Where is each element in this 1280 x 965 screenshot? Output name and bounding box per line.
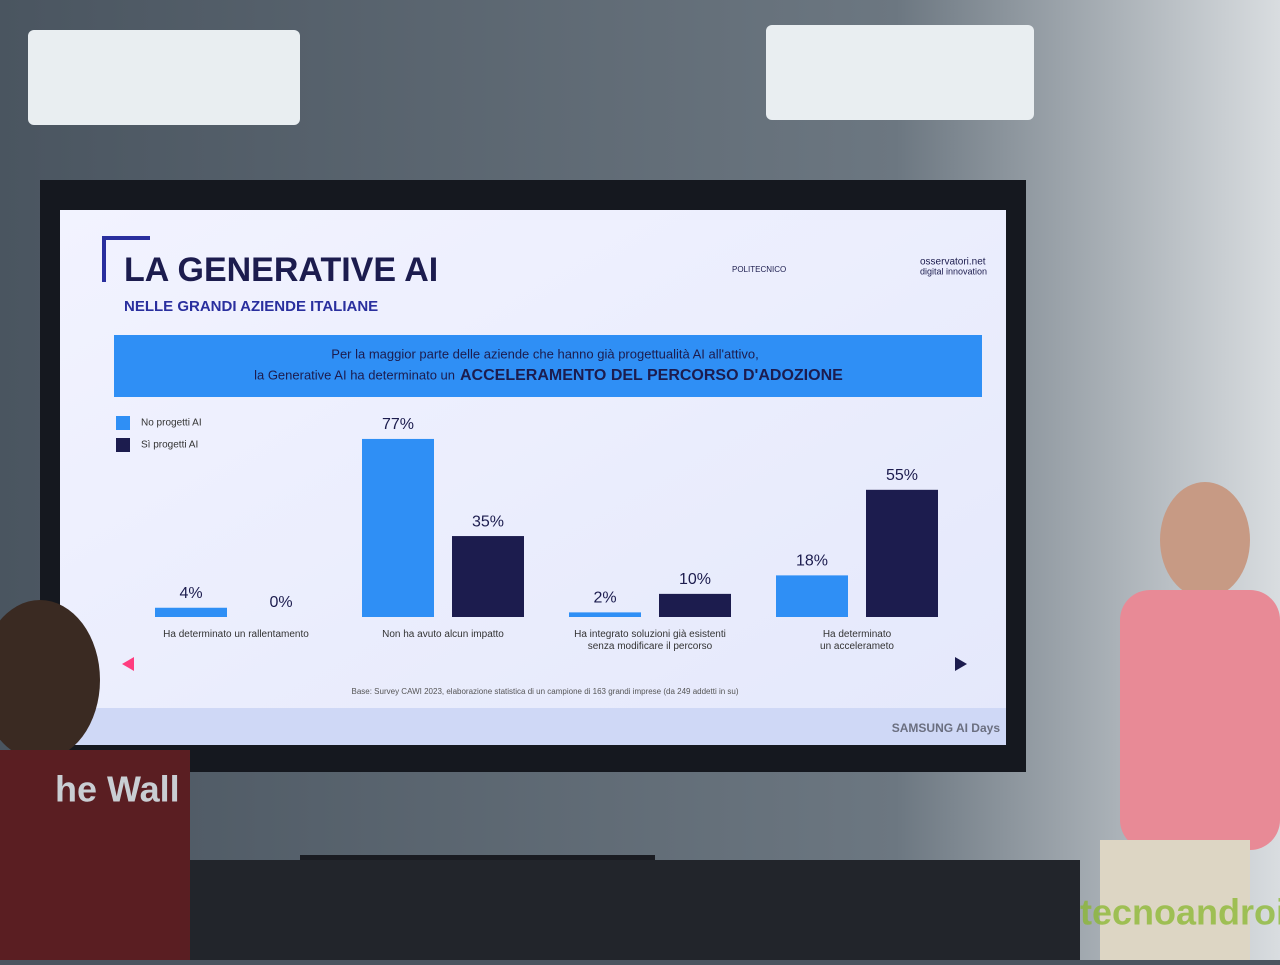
watermark: tecnoandroid — [1080, 892, 1280, 933]
cabinet — [180, 860, 1080, 960]
data-label: 10% — [679, 571, 711, 588]
x-tick-label: Ha integrato soluzioni già esistenti sen… — [574, 629, 726, 652]
data-label: 35% — [472, 513, 504, 530]
data-label: 2% — [593, 590, 616, 607]
data-label: 55% — [886, 467, 918, 484]
bar — [569, 612, 641, 617]
slide-title: LA GENERATIVE AI — [124, 251, 438, 289]
bar — [452, 536, 524, 617]
banner-text: la Generative AI ha determinato un — [254, 367, 455, 382]
data-label: 77% — [382, 416, 414, 433]
data-label: 4% — [179, 585, 202, 602]
x-tick-label: Ha determinato un accelerameto — [820, 629, 894, 652]
data-label: 18% — [796, 553, 828, 570]
bar — [866, 489, 938, 617]
legend-label: Sì progetti AI — [141, 440, 198, 451]
person — [1120, 590, 1280, 850]
legend-label: No progetti AI — [141, 418, 202, 429]
legend-swatch — [116, 416, 130, 430]
person — [0, 750, 190, 960]
person — [1100, 840, 1250, 960]
banner — [114, 335, 982, 397]
logo: osservatori.net — [920, 257, 986, 268]
banner-highlight: ACCELERAMENTO DEL PERCORSO D'ADOZIONE — [460, 367, 843, 384]
event-logo: SAMSUNG AI Days — [892, 721, 1001, 735]
arrow-head — [122, 657, 134, 671]
x-tick-label: Ha determinato un rallentamento — [163, 629, 309, 640]
legend-swatch — [116, 438, 130, 452]
air-conditioner — [28, 30, 300, 125]
data-label: 0% — [269, 594, 292, 611]
logo: digital innovation — [920, 266, 987, 276]
bar — [659, 593, 731, 617]
person — [0, 600, 100, 760]
wall-sign: he Wall — [55, 769, 180, 810]
source-note: Base: Survey CAWI 2023, elaborazione sta… — [351, 687, 738, 696]
x-tick-label: Non ha avuto alcun impatto — [382, 629, 504, 640]
bar — [776, 575, 848, 617]
slide — [60, 210, 1006, 745]
title-bracket — [102, 236, 150, 282]
bar — [362, 438, 434, 617]
arrow-head — [955, 657, 967, 671]
slide-footer — [60, 708, 1006, 745]
bar — [155, 607, 227, 617]
air-conditioner — [766, 25, 1034, 120]
person — [1160, 482, 1250, 598]
logo: POLITECNICO — [732, 265, 786, 274]
banner-text: Per la maggior parte delle aziende che h… — [331, 346, 758, 361]
slide-subtitle: NELLE GRANDI AZIENDE ITALIANE — [124, 298, 378, 315]
